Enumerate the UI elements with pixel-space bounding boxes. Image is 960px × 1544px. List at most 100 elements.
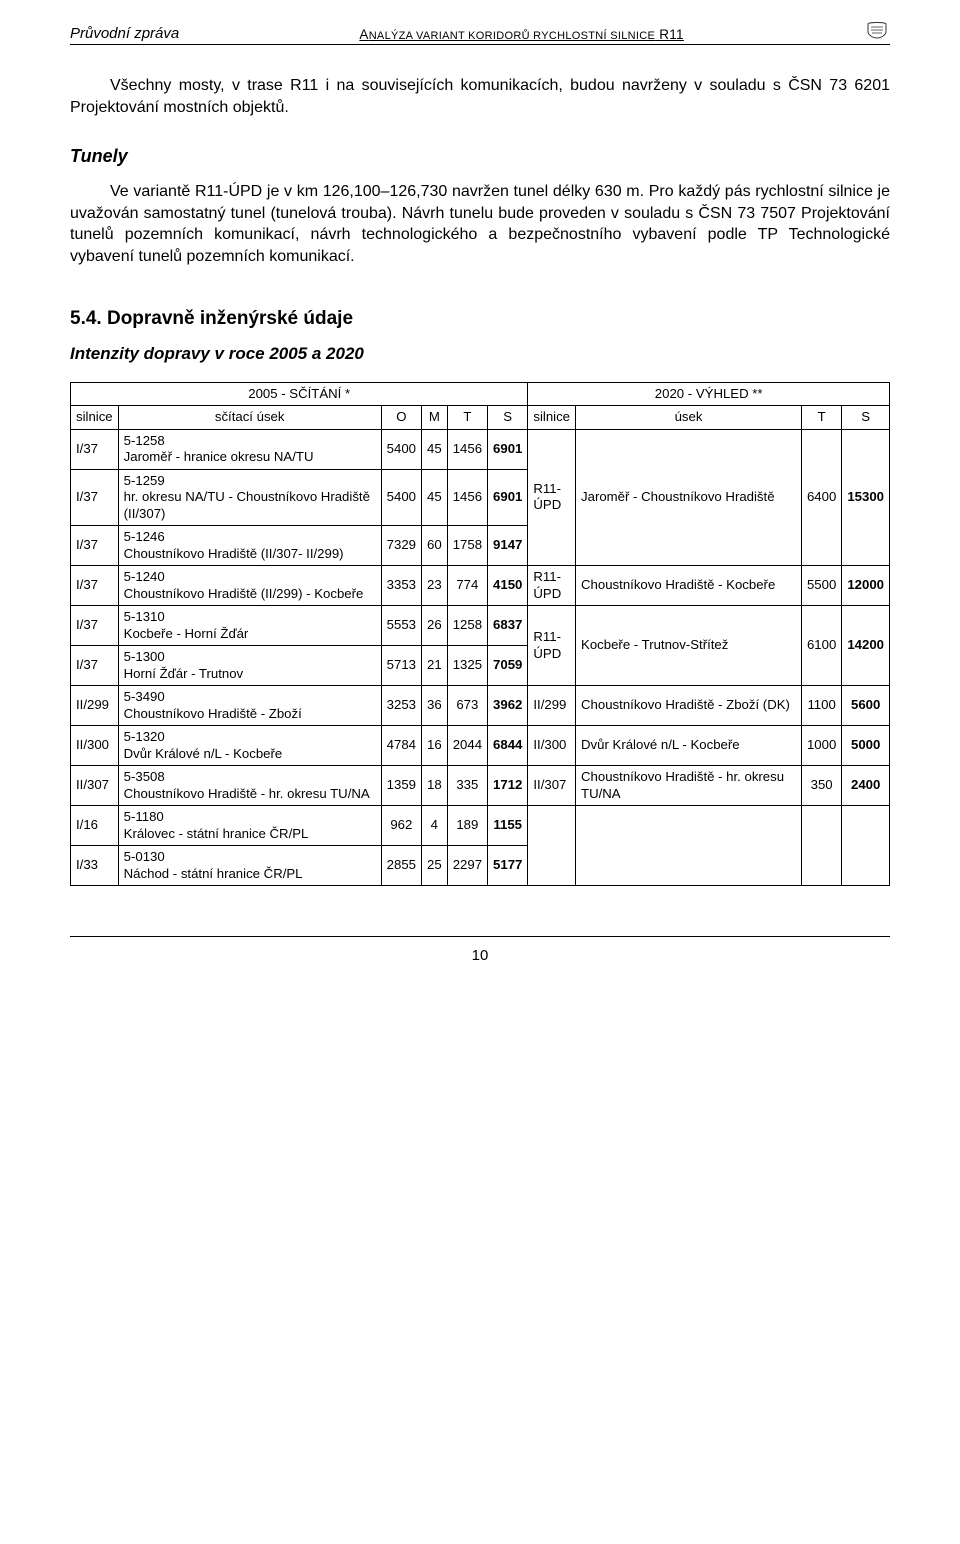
- col-M: M: [422, 406, 448, 430]
- intensity-table: 2005 - SČÍTÁNÍ * 2020 - VÝHLED ** silnic…: [70, 382, 890, 887]
- col-silnice-l: silnice: [71, 406, 119, 430]
- cell-T-r: [801, 806, 841, 886]
- cell-O: 3353: [381, 566, 421, 606]
- cell-M: 16: [422, 726, 448, 766]
- cell-S-r: 15300: [842, 429, 890, 566]
- cell-M: 4: [422, 806, 448, 846]
- cell-silnice-r: II/299: [528, 686, 576, 726]
- cell-O: 5553: [381, 606, 421, 646]
- cell-T: 1325: [447, 646, 487, 686]
- col-O: O: [381, 406, 421, 430]
- cell-usek: 5-3490 Choustníkovo Hradiště - Zboží: [118, 686, 381, 726]
- cell-usek-r: Jaroměř - Choustníkovo Hradiště: [576, 429, 802, 566]
- cell-T-r: 6400: [801, 429, 841, 566]
- cell-S: 6901: [488, 429, 528, 469]
- cell-T-r: 1000: [801, 726, 841, 766]
- cell-M: 36: [422, 686, 448, 726]
- heading-5-4: 5.4. Dopravně inženýrské údaje: [70, 308, 890, 330]
- cell-silnice: I/16: [71, 806, 119, 846]
- cell-S: 4150: [488, 566, 528, 606]
- cell-T: 1258: [447, 606, 487, 646]
- col-usek-r: úsek: [576, 406, 802, 430]
- cell-S: 7059: [488, 646, 528, 686]
- cell-usek-r: Dvůr Králové n/L - Kocbeře: [576, 726, 802, 766]
- cell-S-r: 14200: [842, 606, 890, 686]
- cell-O: 3253: [381, 686, 421, 726]
- table-row: I/375-1258 Jaroměř - hranice okresu NA/T…: [71, 429, 890, 469]
- cell-M: 60: [422, 526, 448, 566]
- cell-T: 1758: [447, 526, 487, 566]
- cell-O: 2855: [381, 846, 421, 886]
- col-T-l: T: [447, 406, 487, 430]
- cell-T: 673: [447, 686, 487, 726]
- cell-usek-r: Kocbeře - Trutnov-Střítež: [576, 606, 802, 686]
- cell-silnice-r: II/300: [528, 726, 576, 766]
- cell-T: 774: [447, 566, 487, 606]
- group-header-right: 2020 - VÝHLED **: [528, 382, 890, 406]
- cell-S-r: 12000: [842, 566, 890, 606]
- col-usek-l: sčítací úsek: [118, 406, 381, 430]
- cell-M: 18: [422, 766, 448, 806]
- cell-S: 1712: [488, 766, 528, 806]
- col-T-r: T: [801, 406, 841, 430]
- cell-M: 45: [422, 469, 448, 526]
- cell-usek-r: Choustníkovo Hradiště - hr. okresu TU/NA: [576, 766, 802, 806]
- cell-T: 335: [447, 766, 487, 806]
- cell-silnice: I/33: [71, 846, 119, 886]
- cell-silnice: II/300: [71, 726, 119, 766]
- col-S-r: S: [842, 406, 890, 430]
- cell-silnice: I/37: [71, 526, 119, 566]
- cell-O: 5713: [381, 646, 421, 686]
- cell-silnice: II/307: [71, 766, 119, 806]
- cell-usek: 5-1300 Horní Žďár - Trutnov: [118, 646, 381, 686]
- cell-T-r: 350: [801, 766, 841, 806]
- cell-usek: 5-1180 Královec - státní hranice ČR/PL: [118, 806, 381, 846]
- cell-S: 5177: [488, 846, 528, 886]
- table-row: I/165-1180 Královec - státní hranice ČR/…: [71, 806, 890, 846]
- cell-usek: 5-1246 Choustníkovo Hradiště (II/307- II…: [118, 526, 381, 566]
- col-silnice-r: silnice: [528, 406, 576, 430]
- cell-O: 5400: [381, 469, 421, 526]
- cell-S: 6901: [488, 469, 528, 526]
- cell-T: 189: [447, 806, 487, 846]
- cell-M: 26: [422, 606, 448, 646]
- cell-usek: 5-1310 Kocbeře - Horní Žďár: [118, 606, 381, 646]
- cell-usek-r: Choustníkovo Hradiště - Kocbeře: [576, 566, 802, 606]
- table-row: I/375-1310 Kocbeře - Horní Žďár555326125…: [71, 606, 890, 646]
- cell-silnice-r: R11- ÚPD: [528, 606, 576, 686]
- cell-T: 1456: [447, 429, 487, 469]
- cell-usek: 5-1258 Jaroměř - hranice okresu NA/TU: [118, 429, 381, 469]
- cell-O: 1359: [381, 766, 421, 806]
- header-left: Průvodní zpráva: [70, 25, 179, 42]
- cell-S-r: 2400: [842, 766, 890, 806]
- cell-T-r: 5500: [801, 566, 841, 606]
- cell-silnice: II/299: [71, 686, 119, 726]
- column-header-row: silnice sčítací úsek O M T S silnice úse…: [71, 406, 890, 430]
- subheading-intenzity: Intenzity dopravy v roce 2005 a 2020: [70, 344, 890, 364]
- paragraph-tunely: Ve variantě R11-ÚPD je v km 126,100–126,…: [70, 181, 890, 267]
- cell-silnice: I/37: [71, 606, 119, 646]
- cell-S-r: [842, 806, 890, 886]
- cell-S: 6837: [488, 606, 528, 646]
- cell-M: 23: [422, 566, 448, 606]
- cell-M: 45: [422, 429, 448, 469]
- cell-silnice: I/37: [71, 429, 119, 469]
- cell-silnice-r: II/307: [528, 766, 576, 806]
- cell-usek-r: [576, 806, 802, 886]
- cell-S: 1155: [488, 806, 528, 846]
- cell-usek: 5-3508 Choustníkovo Hradiště - hr. okres…: [118, 766, 381, 806]
- cell-usek: 5-1259 hr. okresu NA/TU - Choustníkovo H…: [118, 469, 381, 526]
- cell-O: 7329: [381, 526, 421, 566]
- cell-T-r: 1100: [801, 686, 841, 726]
- cell-T-r: 6100: [801, 606, 841, 686]
- page-header: Průvodní zpráva ANALÝZA VARIANT KORIDORŮ…: [70, 20, 890, 45]
- logo-icon: [864, 20, 890, 42]
- table-row: II/3005-1320 Dvůr Králové n/L - Kocbeře4…: [71, 726, 890, 766]
- cell-S: 3962: [488, 686, 528, 726]
- col-S-l: S: [488, 406, 528, 430]
- table-row: I/375-1240 Choustníkovo Hradiště (II/299…: [71, 566, 890, 606]
- page-number: 10: [70, 936, 890, 964]
- cell-silnice-r: [528, 806, 576, 886]
- table-row: II/3075-3508 Choustníkovo Hradiště - hr.…: [71, 766, 890, 806]
- table-row: II/2995-3490 Choustníkovo Hradiště - Zbo…: [71, 686, 890, 726]
